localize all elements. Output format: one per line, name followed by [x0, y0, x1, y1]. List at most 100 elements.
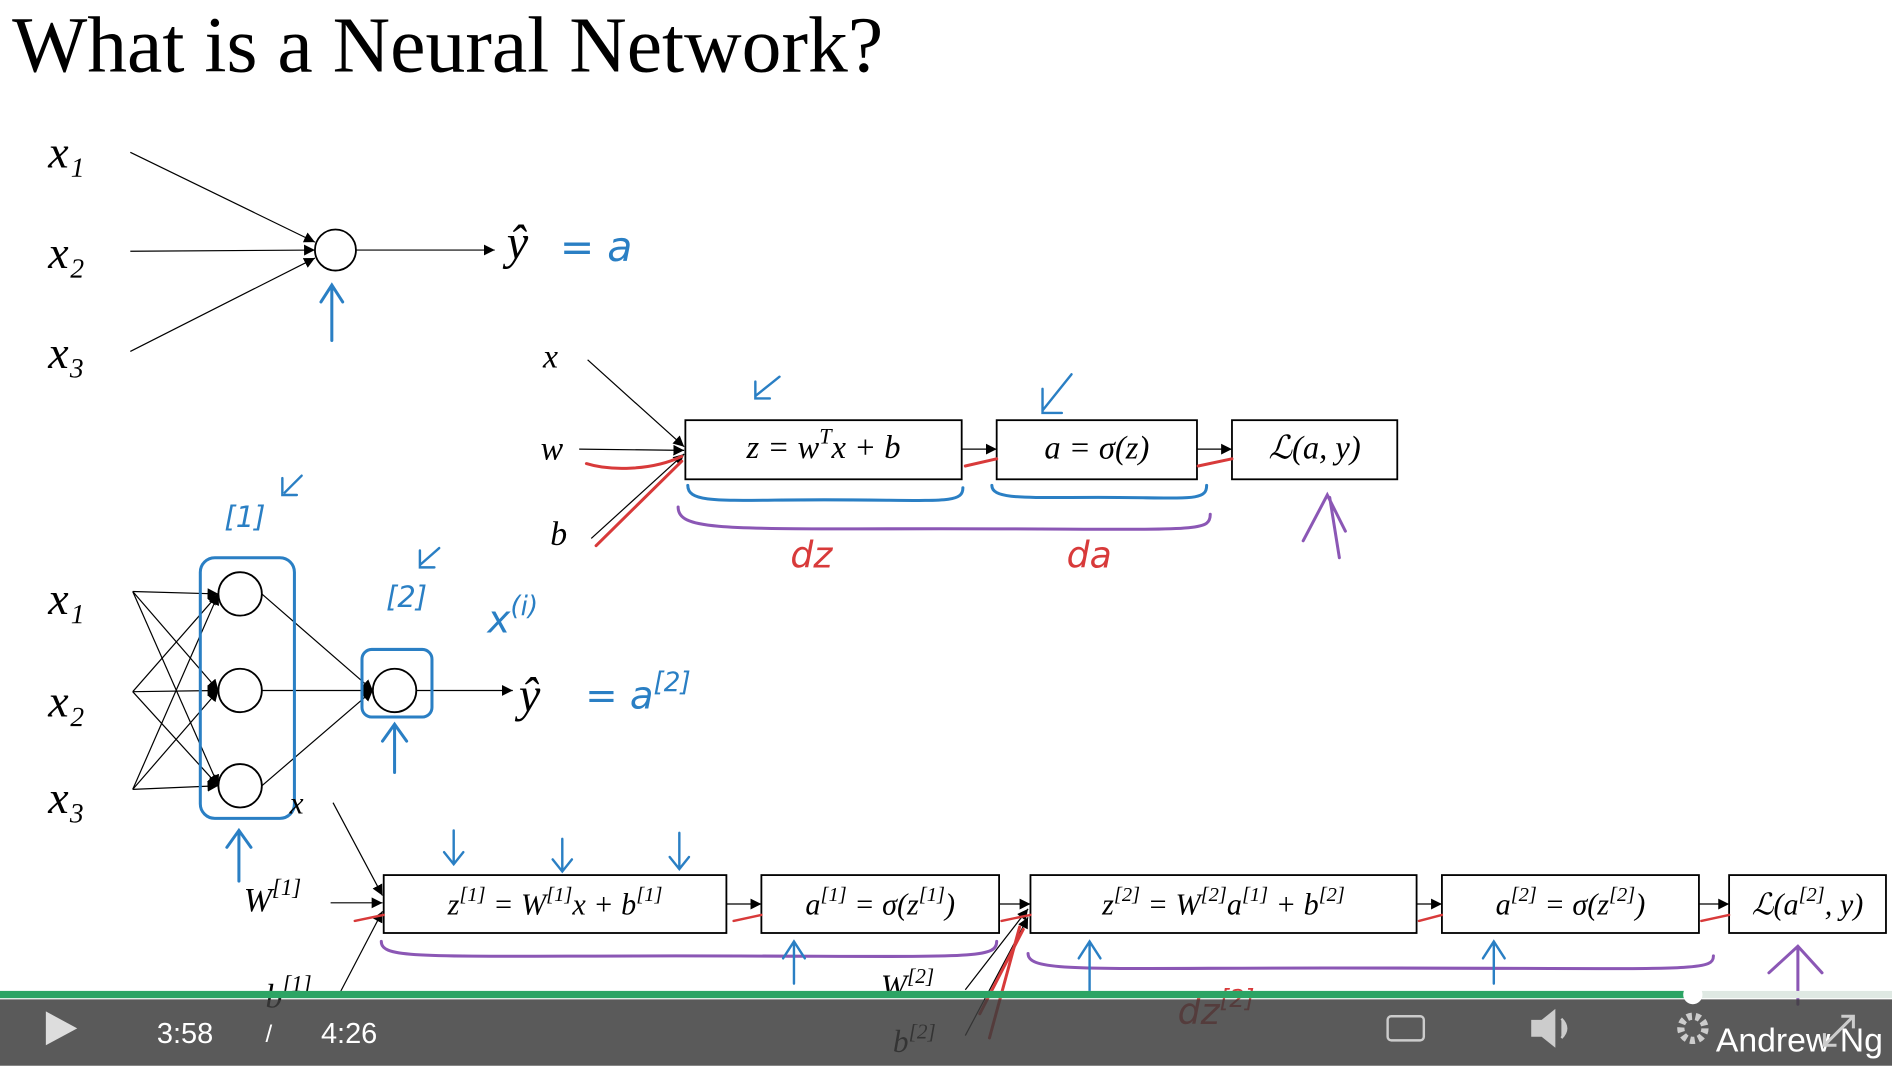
arrow: [132, 588, 219, 600]
output-label: ŷ: [514, 669, 541, 722]
captions-button[interactable]: [1386, 1015, 1426, 1042]
hand-arrow: [225, 827, 253, 883]
brace: [1026, 952, 1715, 971]
arrow: [130, 257, 316, 352]
text-segment: z: [447, 888, 460, 922]
hand-arrow: [1481, 939, 1506, 985]
text-segment: = σ(z: [847, 888, 919, 922]
superscript: [1]: [919, 884, 945, 906]
duration-time: 4:26: [321, 1018, 377, 1050]
superscript: [2]: [1114, 884, 1140, 906]
arrow: [590, 453, 685, 539]
settings-button[interactable]: [1677, 1012, 1709, 1045]
arrow: [132, 591, 219, 691]
box-label: a = σ(z): [1044, 430, 1149, 466]
progress-handle[interactable]: [1683, 984, 1703, 1005]
superscript: [2]: [1201, 884, 1227, 906]
text-segment: ℒ(a: [1752, 888, 1799, 922]
input-label: x₃: [47, 772, 84, 823]
text-segment: = W: [1140, 888, 1203, 922]
hand-arrow: [1041, 373, 1073, 415]
superscript: [1]: [820, 884, 846, 906]
text-segment: a: [1227, 888, 1242, 922]
superscript: [1]: [459, 884, 485, 906]
input-label: b: [550, 516, 567, 553]
input-label: W[1]: [244, 875, 302, 918]
text-segment: ): [1633, 888, 1645, 922]
superscript: [2]: [654, 668, 691, 698]
backprop-arrow: [1196, 457, 1234, 468]
hand-arrow: [781, 939, 807, 985]
arrow: [132, 593, 219, 693]
brace: [676, 505, 1212, 531]
backprop-arrow: [1700, 913, 1731, 923]
input-label: x₃: [47, 327, 84, 378]
hand-arrow: [418, 546, 441, 569]
hand-arrow: [1301, 491, 1347, 560]
superscript: T: [819, 424, 833, 449]
hand-arrow: [551, 837, 574, 874]
text-segment: x: [486, 597, 511, 642]
hand-arrow: [754, 375, 781, 400]
volume-button[interactable]: [1531, 1008, 1568, 1048]
superscript: [2]: [907, 964, 934, 988]
arrow: [261, 690, 374, 787]
neuron: [314, 228, 357, 272]
backprop-arrow: [584, 454, 684, 470]
text-segment: = a: [585, 673, 653, 718]
box-label: ℒ(a, y): [1269, 430, 1361, 466]
hand-arrow: [380, 721, 409, 775]
annotation: [2]: [386, 580, 427, 614]
backprop-arrow: [732, 913, 763, 923]
input-label: w: [541, 430, 564, 467]
arrow: [130, 151, 316, 243]
output-label: ŷ: [502, 217, 529, 270]
text-segment: W: [881, 969, 910, 1004]
backprop-arrow: [594, 459, 684, 548]
progress-fill: [0, 990, 1693, 999]
arrow: [132, 780, 219, 792]
hand-arrow: [442, 829, 465, 867]
superscript: [1]: [636, 884, 662, 906]
text-segment: W: [244, 882, 275, 919]
arrow: [261, 593, 374, 691]
box-label: z[2] = W[2]a[1] + b[2]: [1101, 884, 1345, 922]
text-segment: x + b: [831, 430, 901, 466]
elapsed-time: 3:58: [157, 1018, 213, 1050]
neuron: [371, 667, 418, 714]
box-label: z[1] = W[1]x + b[1]: [447, 884, 663, 922]
superscript: (i): [510, 592, 538, 622]
text-segment: = σ(z: [1537, 888, 1609, 922]
hand-arrow: [1077, 939, 1102, 997]
fullscreen-button[interactable]: [1822, 1014, 1855, 1047]
annotation: da: [1067, 534, 1112, 577]
arrow: [132, 591, 219, 787]
hand-arrow: [668, 831, 691, 871]
box-label: a[1] = σ(z[1]): [805, 884, 955, 922]
control-bar: [0, 999, 1892, 1066]
annotation: = a: [560, 223, 633, 271]
arrow: [964, 908, 1029, 991]
text-segment: a: [1496, 888, 1511, 922]
text-segment: , y): [1825, 888, 1864, 922]
arrow: [132, 691, 219, 787]
graph-box: [760, 874, 1000, 934]
graph-box: [1231, 419, 1399, 481]
annotation: dz: [790, 534, 833, 577]
arrow: [332, 802, 384, 896]
text-segment: z = w: [746, 430, 820, 466]
annotation: x(i): [486, 592, 538, 643]
layer-outline: [360, 647, 434, 719]
input-label: x₁: [47, 573, 84, 624]
watermark: Andrew Ng: [1716, 1022, 1883, 1060]
play-button[interactable]: [45, 1011, 78, 1046]
text-segment: z: [1101, 888, 1114, 922]
input-label: x: [542, 339, 558, 376]
box-label: a[2] = σ(z[2]): [1496, 884, 1646, 922]
neuron: [217, 667, 263, 714]
backprop-arrow: [1000, 913, 1032, 923]
brace: [686, 483, 965, 502]
